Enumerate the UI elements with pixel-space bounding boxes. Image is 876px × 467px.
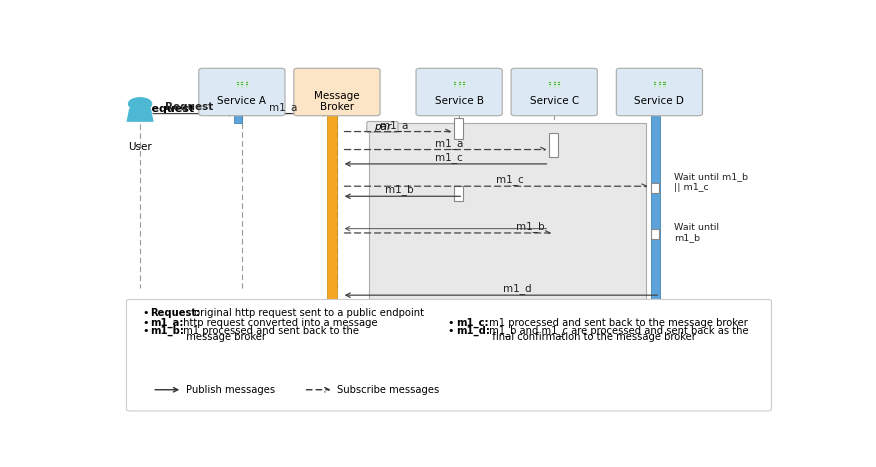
Bar (234, 113, 242, 122)
Text: •: • (448, 318, 454, 328)
Bar (453, 84, 456, 85)
Text: •: • (448, 326, 454, 336)
Text: Request: Request (144, 104, 194, 113)
Text: par: par (374, 122, 391, 132)
FancyBboxPatch shape (617, 68, 703, 116)
Text: m1_d:: m1_d: (456, 325, 490, 336)
Text: m1_b: m1_b (516, 221, 545, 232)
Text: Request:: Request: (150, 308, 201, 318)
Text: final confirmation to the message broker: final confirmation to the message broker (485, 332, 696, 341)
Text: User: User (128, 142, 152, 152)
Text: Publish messages: Publish messages (186, 385, 275, 395)
Bar (548, 86, 551, 87)
Bar (553, 84, 555, 85)
Bar (240, 84, 244, 85)
Bar (455, 186, 463, 201)
Bar (658, 81, 661, 83)
Bar (244, 84, 248, 85)
Bar (457, 86, 461, 87)
Bar (653, 81, 656, 83)
Bar (549, 133, 558, 157)
Text: m1_a: m1_a (380, 120, 409, 131)
Bar (457, 84, 461, 85)
Text: m1_b: m1_b (385, 184, 413, 195)
Bar (658, 84, 661, 85)
FancyBboxPatch shape (199, 68, 285, 116)
Bar (236, 84, 239, 85)
Text: •: • (142, 308, 149, 318)
Bar (455, 118, 463, 139)
FancyBboxPatch shape (126, 299, 772, 411)
Bar (462, 81, 465, 83)
Text: m1_b:: m1_b: (150, 325, 184, 336)
Text: m1_a:: m1_a: (150, 318, 184, 328)
Bar (240, 86, 244, 87)
FancyBboxPatch shape (416, 68, 502, 116)
Bar (653, 84, 656, 85)
Bar (662, 81, 666, 83)
Circle shape (129, 98, 152, 110)
Bar (457, 81, 461, 83)
Text: m1 processed and sent back to the message broker: m1 processed and sent back to the messag… (485, 318, 747, 328)
Bar (548, 84, 551, 85)
Text: Message
Broker: Message Broker (314, 91, 360, 112)
Text: Service D: Service D (634, 97, 684, 106)
Bar (369, 122, 646, 327)
Text: message broker: message broker (180, 332, 266, 341)
FancyBboxPatch shape (367, 121, 398, 132)
Polygon shape (126, 108, 153, 122)
Bar (236, 81, 239, 83)
Bar (662, 84, 666, 85)
Bar (240, 81, 244, 83)
Bar (453, 86, 456, 87)
Bar (651, 99, 661, 320)
Text: original http request sent to a public endpoint: original http request sent to a public e… (191, 308, 424, 318)
FancyBboxPatch shape (511, 68, 597, 116)
Bar (244, 86, 248, 87)
Text: m1_c: m1_c (435, 152, 463, 163)
Text: Wait until m1_b
|| m1_c: Wait until m1_b || m1_c (675, 172, 748, 191)
Text: m1_a: m1_a (269, 102, 298, 113)
Text: •: • (142, 326, 149, 336)
Text: m1 processed and sent back to the: m1 processed and sent back to the (180, 326, 359, 336)
Bar (453, 81, 456, 83)
Bar (557, 81, 561, 83)
Bar (328, 113, 337, 320)
Text: m1_c:: m1_c: (456, 318, 488, 328)
Bar (651, 184, 660, 193)
Text: Wait until
m1_b: Wait until m1_b (675, 223, 719, 242)
Bar (557, 84, 561, 85)
Bar (557, 86, 561, 87)
FancyBboxPatch shape (293, 68, 380, 116)
Bar (658, 86, 661, 87)
Bar (553, 81, 555, 83)
Text: http request converted into a message: http request converted into a message (180, 318, 378, 328)
Bar (651, 229, 660, 240)
Bar (553, 86, 555, 87)
Text: Service A: Service A (217, 97, 266, 106)
Bar (462, 84, 465, 85)
Text: Service C: Service C (530, 97, 579, 106)
Text: Request: Request (166, 102, 214, 112)
Bar (462, 86, 465, 87)
Bar (653, 86, 656, 87)
Text: Service B: Service B (434, 97, 484, 106)
Bar (244, 81, 248, 83)
Text: m1_b and m1_c are processed and sent back as the: m1_b and m1_c are processed and sent bac… (485, 325, 748, 336)
Text: •: • (142, 318, 149, 328)
Bar (236, 86, 239, 87)
Text: Subscribe messages: Subscribe messages (337, 385, 439, 395)
Bar (548, 81, 551, 83)
Bar (662, 86, 666, 87)
Text: m1_a: m1_a (434, 138, 463, 149)
Text: m1_d: m1_d (503, 283, 531, 294)
Text: m1_c: m1_c (496, 174, 524, 185)
